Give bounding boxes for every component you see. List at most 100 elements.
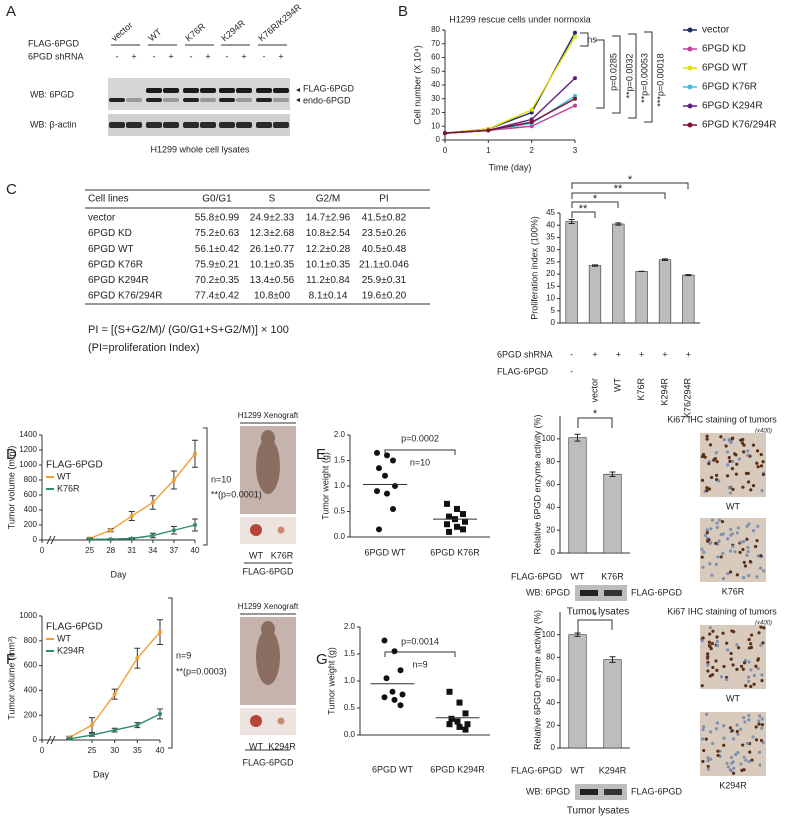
cell	[719, 675, 724, 679]
x-axis-label: Time (day)	[489, 162, 532, 172]
cell	[735, 667, 739, 671]
series-line	[89, 524, 196, 540]
group-label: K294R	[219, 18, 247, 44]
cell	[722, 743, 726, 747]
row-label: 6PGD shRNA	[28, 51, 84, 61]
cell	[755, 461, 759, 465]
x-tick-label: K76R	[601, 571, 624, 581]
band	[200, 98, 216, 102]
lane-label: WT	[249, 741, 263, 751]
point	[129, 536, 134, 541]
blot	[575, 585, 627, 601]
point	[444, 500, 450, 507]
lane-label: K294R	[268, 741, 296, 751]
x-tick-label: 34	[148, 546, 157, 555]
cell	[759, 464, 764, 468]
cell	[756, 666, 760, 671]
y-tick-label: 40	[546, 698, 555, 707]
cell	[719, 532, 723, 537]
cell	[722, 438, 726, 442]
cell	[708, 632, 712, 636]
point	[193, 523, 197, 527]
cell	[728, 768, 733, 772]
x-tick-label: WT	[613, 378, 623, 392]
lane-sign: -	[153, 51, 156, 61]
cell	[709, 757, 713, 761]
blot	[108, 78, 290, 110]
cell	[705, 712, 709, 716]
y-tick-label: 400	[24, 686, 38, 695]
cell	[754, 738, 759, 742]
x-tick-label: 1	[486, 146, 491, 155]
cell	[707, 462, 711, 466]
cell	[739, 762, 743, 766]
cell	[756, 524, 760, 528]
axis-break	[50, 735, 56, 745]
panel-letter: G	[316, 651, 328, 668]
x-tick-label: WT	[571, 571, 585, 581]
point	[90, 723, 94, 728]
cell	[721, 577, 726, 581]
cell	[731, 459, 735, 463]
band	[183, 88, 199, 93]
point	[573, 30, 577, 35]
legend-title: FLAG-6PGD	[46, 460, 103, 471]
cell	[703, 455, 707, 459]
cell	[761, 460, 765, 464]
table-cell: 21.1±0.046	[359, 259, 409, 270]
cell	[738, 550, 742, 555]
y-tick-label: 1.5	[334, 456, 346, 465]
point	[446, 513, 452, 520]
cell	[730, 729, 734, 733]
cell	[759, 554, 763, 558]
cell	[709, 730, 713, 734]
cell	[700, 639, 704, 643]
cell	[759, 643, 763, 647]
bracket	[571, 182, 689, 218]
cell	[709, 541, 713, 545]
cell	[736, 526, 740, 530]
error-bar	[662, 258, 668, 261]
cell	[730, 629, 734, 633]
cell	[720, 520, 725, 524]
y-tick-label: 20	[546, 525, 555, 534]
cell	[746, 453, 750, 457]
y-tick-label: 80	[546, 457, 555, 466]
cell	[749, 488, 753, 492]
point	[462, 518, 468, 525]
x-tick-label: 0	[40, 746, 45, 755]
x-tick-label: 30	[110, 746, 119, 755]
cell	[701, 727, 705, 732]
point	[193, 451, 197, 456]
tumor	[277, 717, 285, 725]
x-tick-label: K76/294R	[683, 378, 693, 419]
panel-letter: A	[6, 3, 16, 20]
panel-letter: D	[6, 446, 17, 463]
band	[273, 122, 289, 128]
point	[460, 511, 466, 518]
legend-label: WT	[57, 471, 71, 481]
band	[219, 88, 235, 93]
cell	[742, 539, 746, 544]
point	[158, 630, 162, 635]
cell	[719, 435, 723, 439]
cell	[705, 434, 709, 438]
caption: Tumor lysates	[567, 806, 629, 817]
table-header: G2/M	[316, 194, 340, 205]
point	[529, 110, 534, 115]
band	[183, 98, 199, 102]
y-tick-label: 0	[33, 735, 38, 744]
lane-sign: -	[190, 51, 193, 61]
series-line	[444, 36, 576, 134]
point	[399, 691, 406, 698]
x-tick-label: K294R	[659, 378, 669, 406]
point	[383, 675, 390, 682]
tumor-photo	[240, 708, 296, 735]
row-label: FLAG-6PGD	[511, 571, 563, 581]
legend-label: 6PGD K76/294R	[702, 120, 777, 131]
cell	[747, 679, 751, 683]
row-sign: +	[662, 349, 667, 359]
point	[529, 124, 534, 129]
cell	[733, 550, 737, 554]
